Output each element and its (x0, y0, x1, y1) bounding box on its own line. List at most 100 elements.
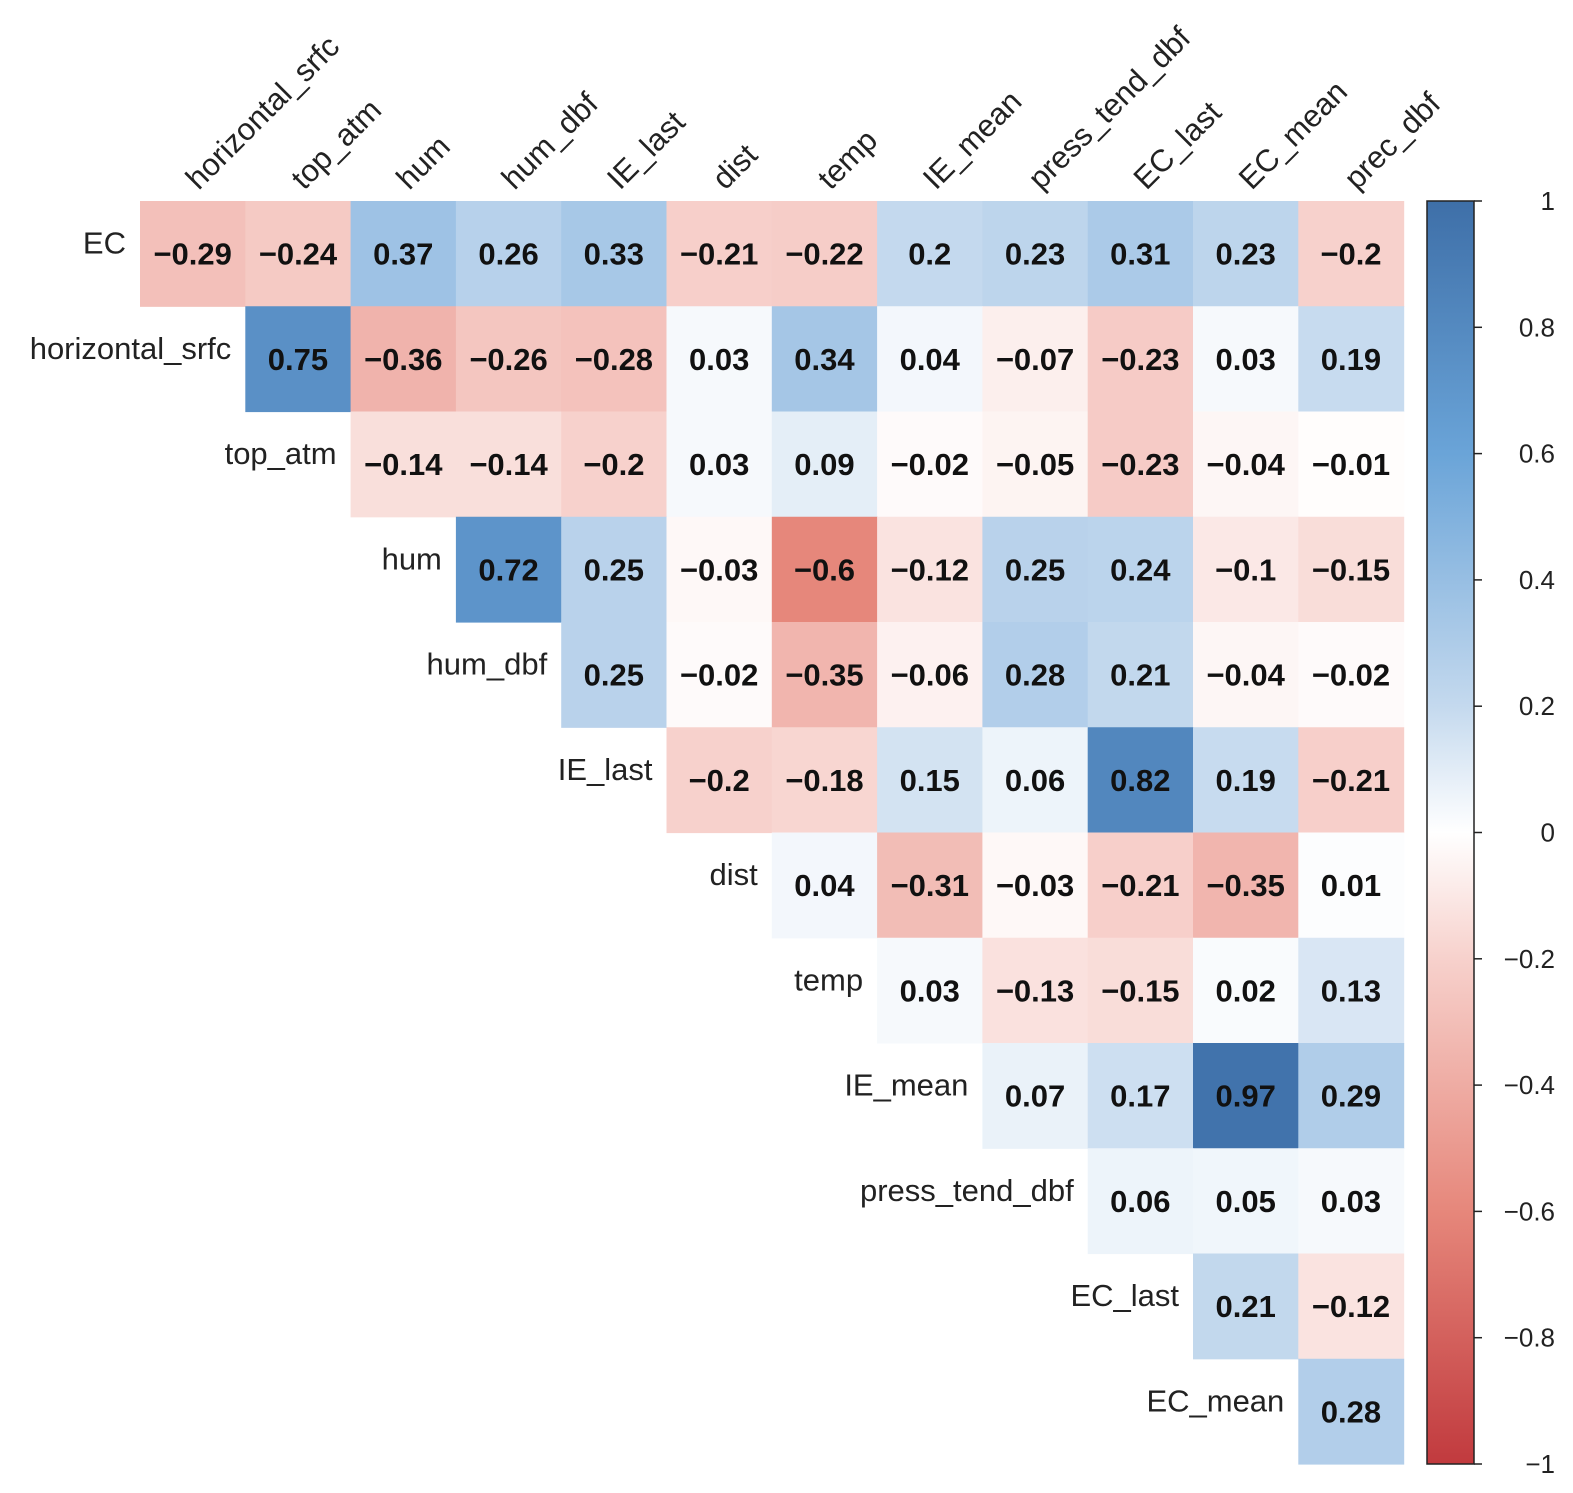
heatmap-cell (1193, 727, 1299, 834)
cell-value-label: 0.04 (794, 868, 855, 903)
heatmap-cell (1193, 516, 1299, 623)
heatmap-cell (1087, 1043, 1194, 1149)
heatmap-cell (771, 832, 878, 939)
cell-value-label: −0.12 (1312, 1289, 1390, 1324)
cell-value-label: −0.6 (794, 552, 855, 587)
cell-value-label: 0.04 (900, 342, 961, 377)
heatmap-cell (1087, 622, 1194, 728)
cell-value-label: −0.01 (1312, 447, 1390, 482)
heatmap-cell (561, 411, 668, 518)
cell-value-label: 0.2 (908, 237, 951, 272)
row-label: dist (710, 857, 759, 892)
cell-value-label: 0.28 (1321, 1394, 1381, 1429)
heatmap-cell (771, 727, 878, 834)
heatmap-cell (1298, 727, 1405, 834)
colorbar-tick-label: 0.6 (1519, 439, 1555, 469)
colorbar-tick-label: 0.2 (1519, 691, 1555, 721)
cell-value-label: −0.15 (1312, 552, 1390, 587)
cell-value-label: −0.02 (891, 447, 969, 482)
column-label: hum (389, 129, 456, 196)
heatmap-cell (561, 622, 668, 728)
heatmap-cell (1298, 1148, 1405, 1255)
column-label: EC_last (1127, 94, 1229, 196)
heatmap-cell (877, 411, 983, 518)
heatmap-cell (982, 622, 1089, 728)
row-label: EC_mean (1146, 1383, 1284, 1418)
cell-value-label: 0.19 (1215, 763, 1275, 798)
cell-value-label: 0.26 (478, 237, 538, 272)
heatmap-cell (1087, 1148, 1194, 1255)
heatmap-cell (771, 622, 878, 728)
heatmap-cell (1298, 937, 1405, 1044)
heatmap-cell (982, 937, 1089, 1044)
heatmap-cell (1193, 622, 1299, 728)
cell-value-label: −0.13 (996, 973, 1074, 1008)
heatmap-cell (666, 622, 773, 728)
row-label: IE_mean (844, 1068, 968, 1103)
heatmap-cell (140, 201, 246, 307)
heatmap-cell (1193, 832, 1299, 939)
heatmap-cell (982, 516, 1089, 623)
heatmap-cell (1087, 306, 1194, 413)
cell-value-label: −0.1 (1215, 552, 1276, 587)
heatmap-cell (877, 306, 983, 413)
heatmap-cell (666, 411, 773, 518)
cell-value-label: 0.15 (900, 763, 960, 798)
heatmap-cell (982, 727, 1089, 834)
cell-value-label: −0.23 (1101, 342, 1179, 377)
heatmap-cell (1298, 1253, 1405, 1360)
cell-value-label: −0.36 (364, 342, 442, 377)
heatmap-cell (982, 306, 1089, 413)
heatmap-cell (1193, 201, 1299, 307)
cell-value-label: 0.72 (478, 552, 538, 587)
heatmap-cell (877, 727, 983, 834)
cell-value-label: 0.21 (1110, 658, 1170, 693)
cell-value-label: −0.2 (583, 447, 644, 482)
cell-value-label: 0.24 (1110, 552, 1171, 587)
cell-value-label: 0.23 (1215, 237, 1275, 272)
column-label: EC_mean (1232, 74, 1354, 196)
cell-value-label: −0.35 (1206, 868, 1284, 903)
column-label: dist (705, 137, 764, 196)
cell-value-label: 0.28 (1005, 658, 1065, 693)
heatmap-cell (666, 201, 773, 307)
row-label: press_tend_dbf (860, 1173, 1074, 1208)
cell-value-label: 0.21 (1215, 1289, 1275, 1324)
heatmap-cell (1087, 937, 1194, 1044)
cell-value-label: 0.01 (1321, 868, 1381, 903)
cell-value-label: −0.21 (1312, 763, 1390, 798)
cell-value-label: 0.31 (1110, 237, 1170, 272)
colorbar-tick-label: 0.8 (1519, 312, 1555, 342)
cell-value-label: 0.17 (1110, 1079, 1170, 1114)
heatmap-cell (666, 727, 773, 834)
heatmap-cell (1193, 411, 1299, 518)
row-label: IE_last (558, 752, 653, 787)
cell-value-label: −0.18 (785, 763, 863, 798)
colorbar-tick-label: −0.2 (1504, 944, 1555, 974)
heatmap-cell (350, 201, 457, 307)
row-label: EC (83, 226, 126, 261)
row-label: hum (382, 541, 442, 576)
cell-value-label: −0.35 (785, 658, 863, 693)
heatmap-cell (982, 832, 1089, 939)
colorbar-tick-label: 0 (1541, 818, 1555, 848)
heatmap-cell (666, 306, 773, 413)
column-label: IE_mean (916, 83, 1028, 195)
cell-value-label: −0.22 (785, 237, 863, 272)
colorbar-gradient (1426, 200, 1475, 1465)
colorbar-tick-label: −0.8 (1504, 1323, 1555, 1353)
cell-value-label: −0.04 (1206, 447, 1285, 482)
heatmap-cell (1193, 1043, 1299, 1149)
colorbar-ticks: 1 0.8 0.6 0.4 0.2 0 −0.2 −0.4 −0.6 −0.8 −1 (1474, 186, 1555, 1479)
heatmap-cell (455, 306, 562, 413)
cell-value-label: −0.2 (689, 763, 750, 798)
cell-value-label: 0.34 (794, 342, 855, 377)
heatmap-cell (1087, 516, 1194, 623)
heatmap-cell (1193, 1253, 1299, 1360)
cell-value-label: −0.24 (259, 237, 338, 272)
heatmap-cell (350, 306, 457, 413)
heatmap-cell (877, 832, 983, 939)
heatmap-cell (1087, 727, 1194, 834)
